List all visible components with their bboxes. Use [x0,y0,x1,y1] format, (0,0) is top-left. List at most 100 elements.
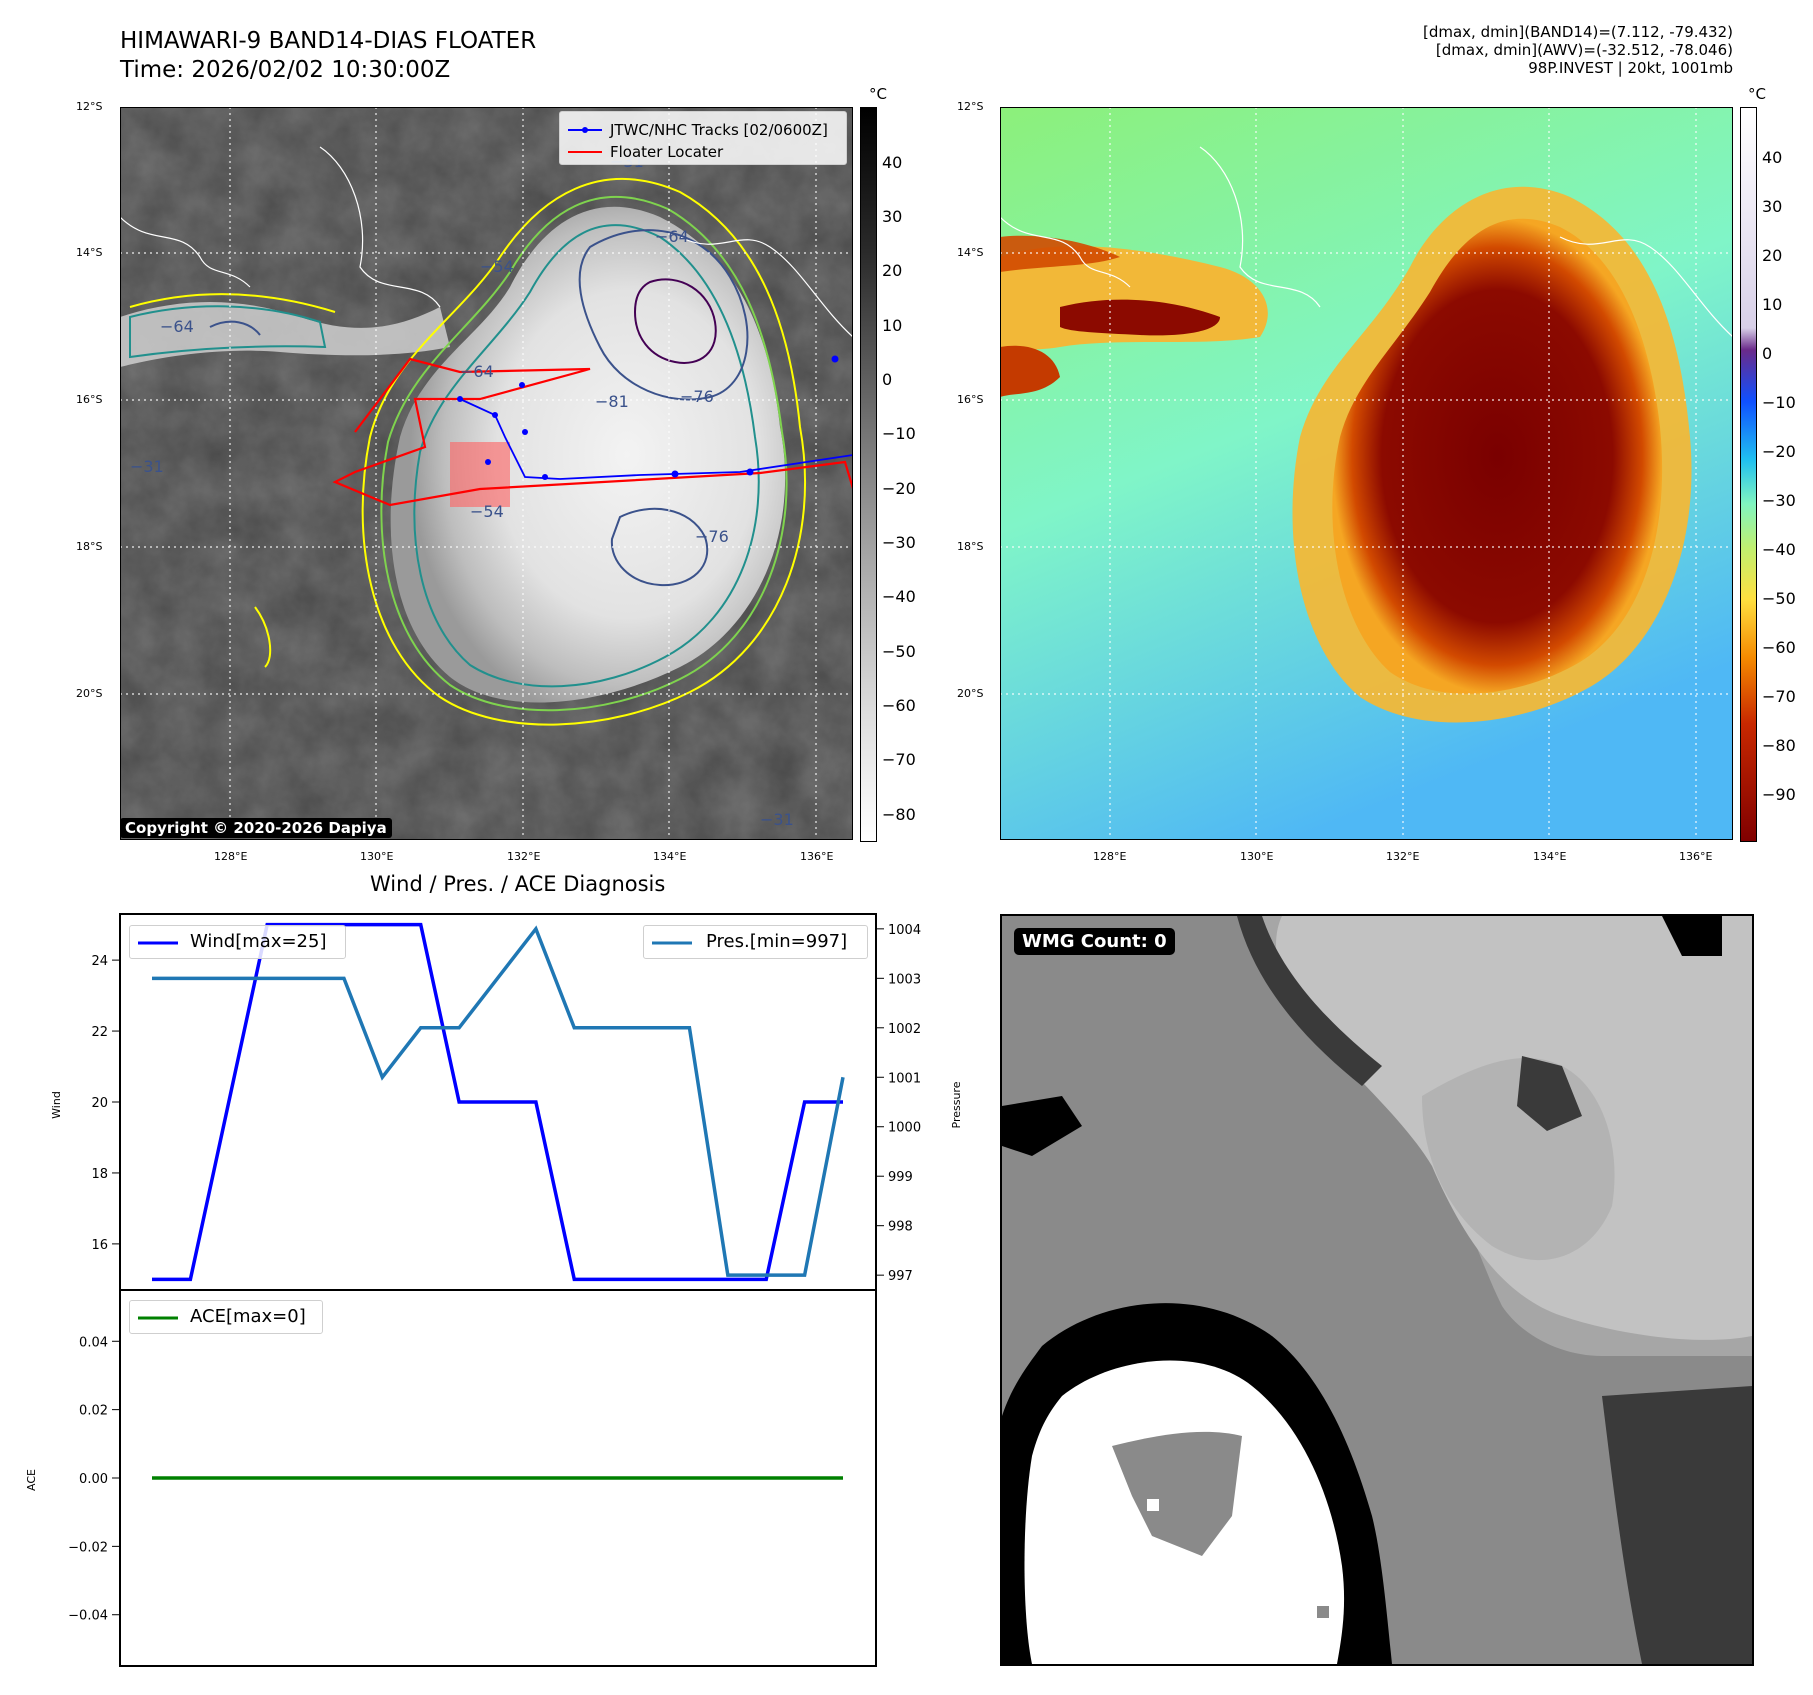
cbar-tick: −10 [1762,393,1796,412]
band14-legend: JTWC/NHC Tracks [02/0600Z] Floater Locat… [559,111,847,165]
cbar-tick: −90 [1762,785,1796,804]
cbar-tick: 40 [1762,148,1783,167]
pressure-tick-label: 998 [888,1220,913,1235]
cbar-tick: 10 [882,316,903,335]
lon-label: 136°E [1679,850,1713,863]
wind-legend: Wind[max=25] [129,925,346,959]
awv-cbar-unit: °C [1748,85,1766,103]
pressure-tick-label: 1000 [888,1121,921,1136]
info-band14-range: [dmax, dmin](BAND14)=(7.112, -79.432) [1422,23,1733,41]
cbar-tick: −80 [882,805,916,824]
lat-label: 14°S [957,246,984,259]
band14-colorbar [860,107,877,842]
legend-locater-label: Floater Locater [610,143,724,161]
wmg-count-badge: WMG Count: 0 [1014,928,1175,955]
cbar-tick: −20 [1762,442,1796,461]
wmg-image [1002,916,1752,1664]
contour-label: −31 [130,457,164,476]
contour-label: −64 [460,362,494,381]
pressure-ylabel: Pressure [950,1081,963,1128]
contour-label: −54 [470,502,504,521]
contour-label: −76 [695,527,729,546]
pressure-tick-label: 1002 [888,1022,921,1037]
cbar-tick: −60 [1762,638,1796,657]
cbar-tick: −80 [1762,736,1796,755]
cbar-tick: 20 [1762,246,1783,265]
cbar-tick: −60 [882,696,916,715]
figure-title: HIMAWARI-9 BAND14-DIAS FLOATER Time: 202… [120,27,536,85]
storm-info: [dmax, dmin](BAND14)=(7.112, -79.432) [d… [1423,23,1733,77]
lon-label: 128°E [1093,850,1127,863]
lat-label: 18°S [76,540,103,553]
wind-series-line [152,922,843,1282]
contour-label: −81 [595,392,629,411]
title-line-satellite: HIMAWARI-9 BAND14-DIAS FLOATER [120,28,537,54]
band14-map-panel: −31 −54 −64 −76 −81 −31 −76 −64 −31 −54 … [119,106,857,841]
ace-legend-swatch [138,1316,178,1320]
lon-label: 130°E [360,850,394,863]
info-storm-status: 98P.INVEST | 20kt, 1001mb [1528,59,1733,77]
ace-tick-label: −0.04 [68,1609,108,1624]
band14-cbar-unit: °C [869,85,887,103]
cbar-tick: −50 [1762,589,1796,608]
pressure-tick-label: 1004 [888,923,921,938]
lat-label: 14°S [76,246,103,259]
contour-label: −54 [480,257,514,276]
cbar-tick: 30 [1762,197,1783,216]
cbar-tick: 0 [1762,344,1773,363]
pressure-series-line [152,925,845,1277]
lat-label: 20°S [957,687,984,700]
contour-label: −31 [760,810,794,829]
legend-tracks-label: JTWC/NHC Tracks [02/0600Z] [610,121,828,139]
cbar-tick: −10 [882,424,916,443]
lon-label: 132°E [1386,850,1420,863]
cbar-tick: −70 [882,750,916,769]
cbar-tick: 20 [882,261,903,280]
wind-legend-label: Wind[max=25] [190,931,327,952]
pressure-legend: Pres.[min=997] [643,925,868,959]
cbar-tick: −50 [882,642,916,661]
wind-ylabel: Wind [50,1091,63,1119]
wind-tick-label: 18 [91,1167,108,1182]
pres-legend-swatch [652,941,692,945]
cbar-tick: −70 [1762,687,1796,706]
cbar-tick: −30 [882,533,916,552]
pressure-tick-label: 997 [888,1269,913,1284]
contour-label: −64 [655,227,689,246]
wmg-panel: WMG Count: 0 [1000,914,1754,1666]
ace-legend: ACE[max=0] [129,1300,323,1334]
ace-legend-label: ACE[max=0] [190,1306,306,1327]
pressure-legend-label: Pres.[min=997] [706,931,848,952]
cbar-tick: 40 [882,153,903,172]
diagnosis-title: Wind / Pres. / ACE Diagnosis [370,872,666,896]
cbar-tick: 30 [882,207,903,226]
info-awv-range: [dmax, dmin](AWV)=(-32.512, -78.046) [1435,41,1733,59]
lat-label: 12°S [957,100,984,113]
lon-label: 128°E [214,850,248,863]
lon-label: 136°E [800,850,834,863]
ace-tick-label: −0.02 [68,1540,108,1555]
pressure-tick-label: 1003 [888,972,921,987]
lon-label: 134°E [653,850,687,863]
lat-label: 18°S [957,540,984,553]
wind-tick-label: 22 [91,1025,108,1040]
lat-label: 16°S [957,393,984,406]
awv-map [999,106,1734,841]
lat-label: 12°S [76,100,103,113]
lon-label: 130°E [1240,850,1274,863]
lon-label: 134°E [1533,850,1567,863]
ace-tick-label: 0.00 [79,1472,108,1487]
lat-label: 20°S [76,687,103,700]
cbar-tick: −30 [1762,491,1796,510]
pressure-tick-label: 999 [888,1170,913,1185]
ace-tick-label: 0.02 [79,1404,108,1419]
title-line-time: Time: 2026/02/02 10:30:00Z [120,57,451,83]
wind-tick-label: 24 [91,954,108,969]
awv-colorbar [1740,107,1757,842]
wind-tick-label: 16 [91,1238,108,1253]
cbar-tick: −20 [882,479,916,498]
band14-map: −31 −54 −64 −76 −81 −31 −76 −64 −31 −54 … [119,106,857,841]
track-legend-swatch [568,127,602,153]
lat-label: 16°S [76,393,103,406]
cbar-tick: −40 [882,587,916,606]
